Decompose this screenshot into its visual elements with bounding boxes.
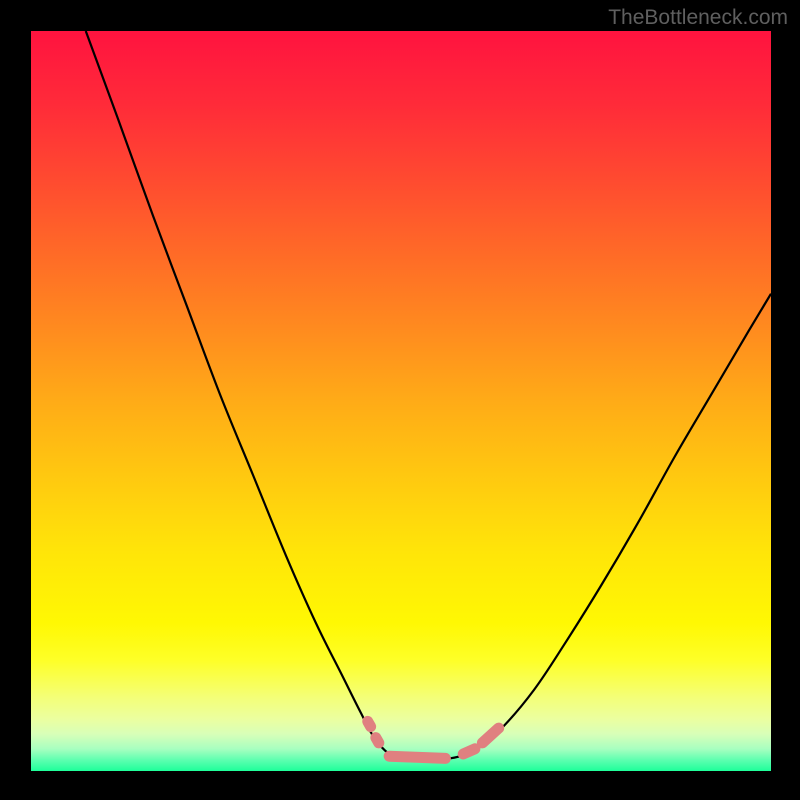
- pink-segment: [482, 728, 498, 743]
- pink-segment: [463, 749, 475, 754]
- watermark-text: TheBottleneck.com: [608, 6, 788, 30]
- curve-right-branch: [401, 294, 771, 760]
- curve-left-branch: [86, 31, 401, 760]
- bottleneck-curve: [31, 31, 771, 771]
- chart-plot-area: [31, 31, 771, 771]
- chart-container: TheBottleneck.com: [0, 0, 800, 800]
- pink-segment: [389, 756, 445, 758]
- pink-highlight-segments: [368, 721, 499, 758]
- pink-segment: [368, 721, 371, 726]
- pink-segment: [376, 738, 379, 743]
